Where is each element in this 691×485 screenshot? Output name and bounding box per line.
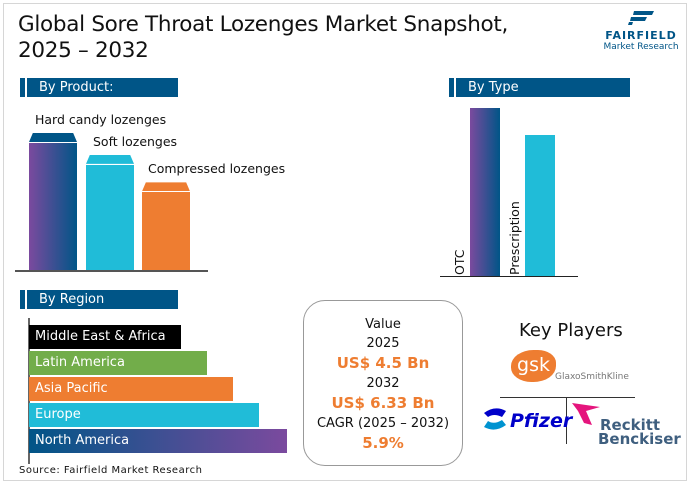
players-divider-v [566,398,567,444]
region-bar: Asia Pacific [29,377,233,401]
key-players-title: Key Players [519,320,623,341]
by-type-header: By Type [449,78,630,97]
product-bar [29,143,77,270]
by-region-header: By Region [20,290,178,309]
pfizer-mark-icon [484,408,506,430]
frame [3,3,687,481]
product-bar-cap [29,133,77,142]
product-label: Hard candy lozenges [35,112,167,127]
year-2032: 2032 [366,376,400,391]
type-bar [525,134,555,276]
product-bar-cap [142,182,190,192]
logo-mark-icon [628,11,654,25]
product-baseline [15,270,208,272]
year-2025: 2025 [366,336,400,351]
pfizer-logo: Pfizer [510,410,573,432]
value-label: Value [365,317,401,332]
product-bar [86,164,134,270]
reckitt-mark-icon [572,403,600,425]
by-product-header: By Product: [20,78,178,97]
region-bar: Latin America [29,351,208,375]
cagr-label: CAGR (2025 – 2032) [316,416,450,431]
region-bar: Europe [29,403,259,427]
type-bar [470,108,500,276]
type-label: OTC [452,249,467,275]
gsk-logo: gsk [511,350,556,382]
gsk-name: GlaxoSmithKline [555,372,629,382]
fairfield-logo: FAIRFIELD Market Research [598,10,684,53]
type-baseline [440,276,578,277]
product-label: Soft lozenges [93,133,178,149]
players-divider-h [500,397,635,398]
source-note: Source: Fairfield Market Research [19,465,203,476]
value-2032: US$ 6.33 Bn [331,394,435,412]
cagr-value: 5.9% [362,434,404,452]
region-bar: Middle East & Africa [29,325,182,349]
type-label: Prescription [507,201,522,275]
value-summary-box: Value 2025 US$ 4.5 Bn 2032 US$ 6.33 Bn C… [303,300,463,466]
reckitt-logo: Reckitt Benckiser [598,416,681,448]
region-bar: North America [29,429,287,453]
product-label: Compressed lozenges [148,161,286,177]
page-title: Global Sore Throat Lozenges Market Snaps… [18,12,509,63]
product-bar-cap [86,154,134,164]
product-bar [142,192,190,270]
value-2025: US$ 4.5 Bn [336,354,430,372]
